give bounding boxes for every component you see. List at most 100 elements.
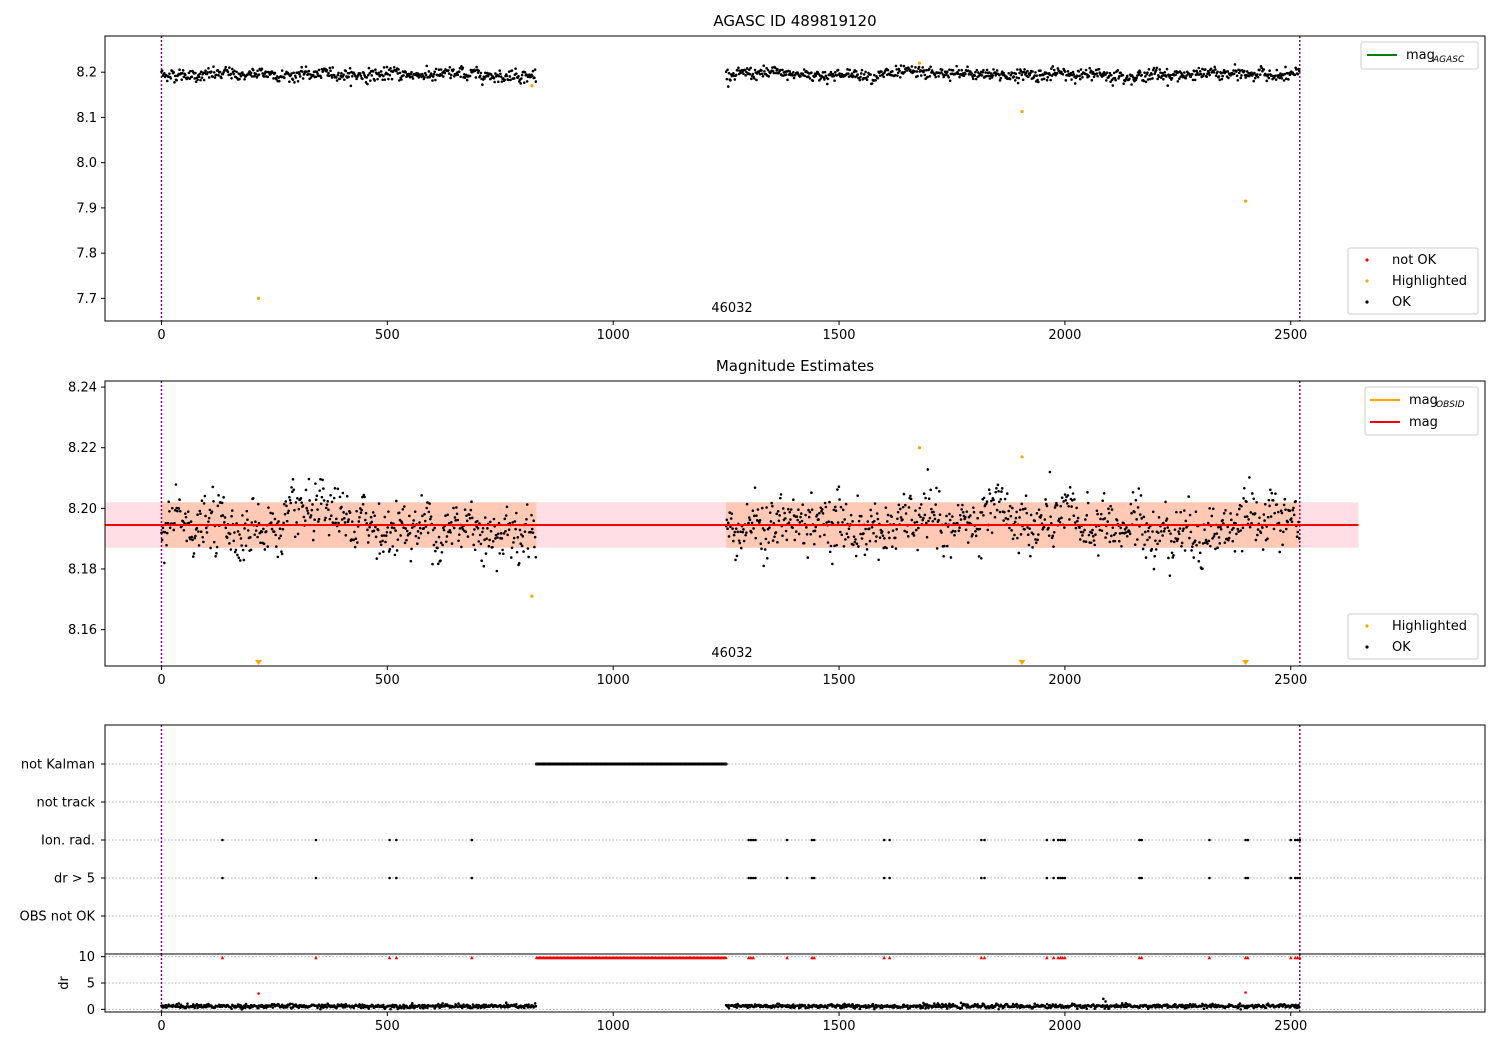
ok-point bbox=[446, 513, 449, 517]
ok-point bbox=[883, 537, 886, 540]
ok-point bbox=[1094, 533, 1097, 536]
dr-point bbox=[932, 1002, 936, 1005]
x-tick-label: 1500 bbox=[822, 1019, 855, 1034]
x-tick-label: 2500 bbox=[1274, 673, 1307, 688]
ok-point bbox=[1019, 533, 1023, 536]
ok-point bbox=[1245, 515, 1249, 518]
ok-point bbox=[531, 69, 535, 73]
ok-point bbox=[1053, 506, 1057, 509]
ok-point bbox=[1284, 527, 1288, 531]
ok-point bbox=[426, 501, 429, 504]
ok-point bbox=[803, 74, 807, 78]
ok-point bbox=[1117, 75, 1121, 78]
dr-point bbox=[1103, 1007, 1107, 1010]
ok-point bbox=[1061, 73, 1065, 76]
ok-point bbox=[326, 500, 329, 503]
ok-point bbox=[1029, 513, 1033, 517]
ok-point bbox=[194, 80, 198, 84]
ok-point bbox=[1243, 486, 1246, 490]
ok-point bbox=[969, 514, 972, 517]
ok-point bbox=[533, 76, 536, 80]
ok-point bbox=[733, 78, 737, 81]
ok-point bbox=[469, 68, 473, 72]
ok-point bbox=[1182, 527, 1185, 530]
dr-point bbox=[990, 1003, 994, 1007]
dr-clipped-marker bbox=[785, 955, 789, 960]
dr-point bbox=[1120, 1001, 1124, 1005]
ok-point bbox=[236, 553, 239, 557]
ok-point bbox=[1177, 77, 1181, 81]
ok-point bbox=[1258, 516, 1261, 520]
ok-point bbox=[528, 73, 531, 76]
ok-point bbox=[321, 478, 324, 482]
dr-gt-5-mark bbox=[221, 876, 224, 880]
dr-point bbox=[1048, 1003, 1052, 1007]
ok-point bbox=[878, 536, 882, 539]
ion-rad-mark bbox=[980, 838, 983, 842]
ok-point bbox=[483, 77, 486, 80]
ok-point bbox=[223, 521, 226, 524]
dr-point bbox=[361, 1003, 364, 1006]
ok-point bbox=[771, 66, 774, 69]
ok-point bbox=[966, 65, 969, 69]
ok-point bbox=[912, 534, 916, 537]
ok-point bbox=[515, 511, 518, 515]
ok-point bbox=[1111, 526, 1115, 529]
dr-clipped-marker bbox=[982, 955, 987, 960]
ok-point bbox=[1216, 70, 1219, 74]
ok-point bbox=[1139, 494, 1143, 497]
ok-point bbox=[781, 68, 784, 72]
ok-point bbox=[410, 75, 414, 78]
dr-point bbox=[410, 1004, 413, 1007]
ok-point bbox=[1170, 76, 1174, 80]
ion-rad-mark bbox=[1246, 838, 1250, 842]
ok-point bbox=[995, 486, 998, 490]
ok-point bbox=[1184, 519, 1188, 523]
ok-point bbox=[910, 65, 914, 68]
ok-point bbox=[294, 501, 298, 504]
ion-rad-mark bbox=[1289, 838, 1293, 842]
ok-point bbox=[502, 552, 505, 556]
ok-point bbox=[1172, 540, 1176, 544]
ok-point bbox=[829, 70, 833, 74]
dr-gt-5-mark bbox=[1298, 876, 1302, 880]
ok-point bbox=[1292, 506, 1295, 510]
ok-point bbox=[217, 73, 220, 77]
ok-point bbox=[874, 539, 878, 543]
panel-agasc: AGASC ID 489819120 0 500 1000 1500 2000 25007… bbox=[76, 12, 1486, 343]
ok-point bbox=[343, 516, 346, 520]
ok-point bbox=[1188, 72, 1191, 76]
ok-point bbox=[322, 499, 326, 502]
ok-point bbox=[1117, 77, 1120, 80]
ok-point bbox=[987, 71, 991, 74]
ok-point bbox=[492, 517, 496, 521]
dr-point bbox=[1277, 1005, 1281, 1009]
dr-point bbox=[230, 1007, 233, 1010]
ok-point bbox=[1073, 521, 1077, 524]
ok-point bbox=[1073, 82, 1077, 85]
ok-point bbox=[838, 72, 841, 75]
ok-point bbox=[812, 542, 816, 546]
ok-point bbox=[166, 521, 170, 525]
ok-point bbox=[417, 76, 421, 79]
ok-point bbox=[342, 73, 345, 77]
dr-point bbox=[1078, 1003, 1082, 1007]
ok-point bbox=[168, 526, 172, 530]
ok-point bbox=[1248, 525, 1252, 529]
ok-point bbox=[512, 77, 516, 80]
dr-point bbox=[522, 1006, 526, 1010]
ok-point bbox=[759, 542, 763, 545]
ok-point bbox=[530, 74, 534, 78]
ok-point bbox=[965, 510, 969, 513]
ok-point bbox=[421, 514, 424, 518]
ok-point bbox=[833, 79, 836, 82]
ok-point bbox=[468, 74, 472, 78]
ok-point bbox=[311, 503, 314, 506]
dr-point bbox=[423, 1003, 426, 1007]
ion-rad-mark bbox=[1298, 838, 1302, 842]
panel2-vlines bbox=[160, 381, 1301, 666]
ok-point bbox=[1140, 73, 1143, 77]
ok-point bbox=[195, 526, 199, 530]
ok-point bbox=[379, 540, 382, 544]
ok-point bbox=[301, 504, 305, 507]
